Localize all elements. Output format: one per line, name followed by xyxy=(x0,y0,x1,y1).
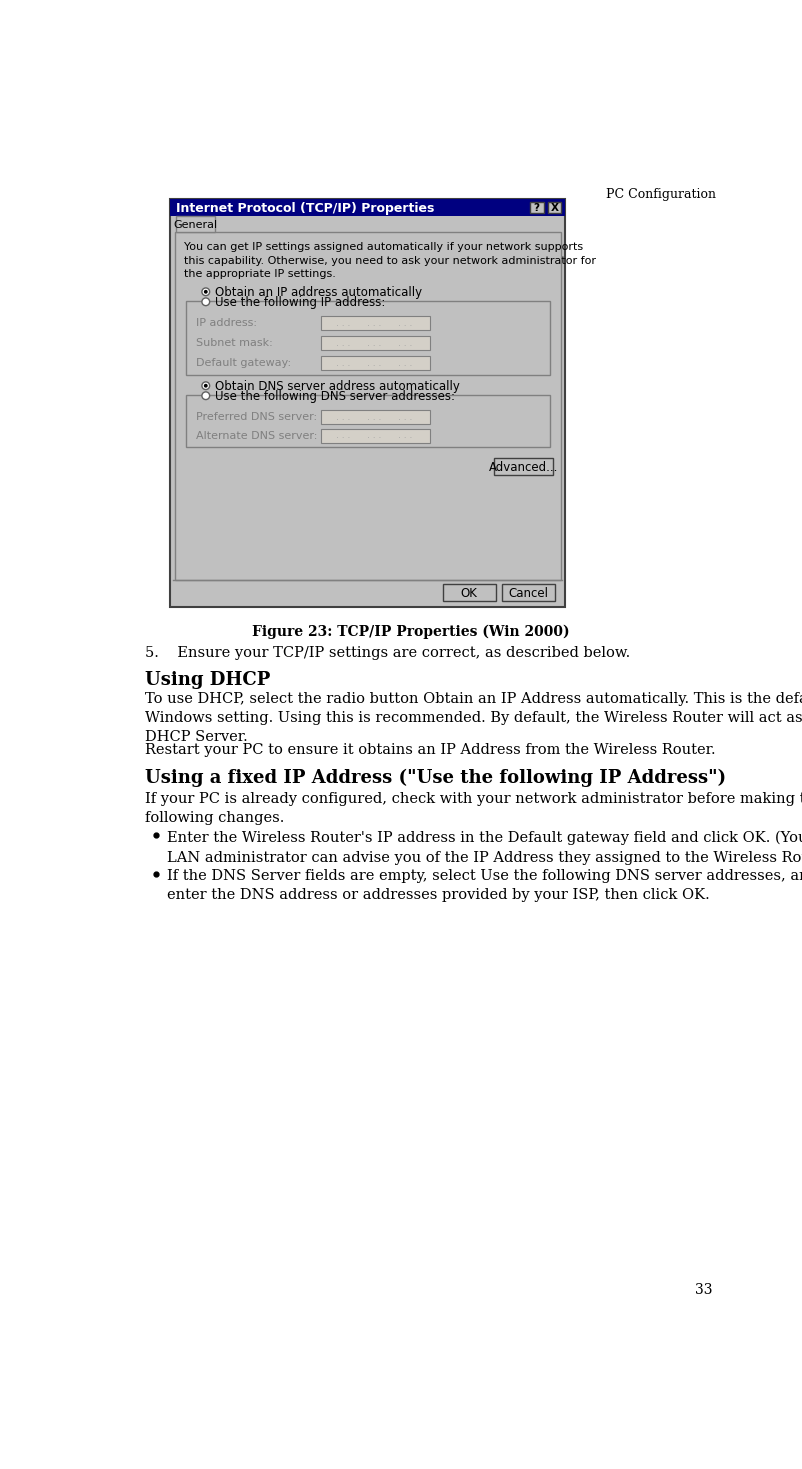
Circle shape xyxy=(204,289,208,294)
Text: 5.    Ensure your TCP/IP settings are correct, as described below.: 5. Ensure your TCP/IP settings are corre… xyxy=(145,646,630,660)
Text: Obtain an IP address automatically: Obtain an IP address automatically xyxy=(215,286,422,300)
Text: . . .: . . . xyxy=(397,413,411,422)
Text: . . .: . . . xyxy=(397,319,411,328)
Polygon shape xyxy=(529,201,543,213)
Text: Preferred DNS server:: Preferred DNS server: xyxy=(196,413,318,422)
Text: ?: ? xyxy=(533,203,539,213)
Text: Figure 23: TCP/IP Properties (Win 2000): Figure 23: TCP/IP Properties (Win 2000) xyxy=(252,624,569,639)
Polygon shape xyxy=(170,200,565,608)
Text: . . .: . . . xyxy=(397,358,411,367)
Text: If your PC is already configured, check with your network administrator before m: If your PC is already configured, check … xyxy=(145,792,802,826)
Polygon shape xyxy=(176,216,215,232)
Circle shape xyxy=(201,288,209,295)
Circle shape xyxy=(204,383,208,388)
Text: . . .: . . . xyxy=(335,413,350,422)
Text: Use the following DNS server addresses:: Use the following DNS server addresses: xyxy=(215,389,455,403)
Text: Enter the Wireless Router's IP address in the Default gateway field and click OK: Enter the Wireless Router's IP address i… xyxy=(167,831,802,865)
Text: . . .: . . . xyxy=(367,358,381,367)
Text: IP address:: IP address: xyxy=(196,319,257,329)
Text: PC Configuration: PC Configuration xyxy=(606,188,715,201)
Text: OK: OK xyxy=(460,588,477,601)
Text: Subnet mask:: Subnet mask: xyxy=(196,338,273,348)
Polygon shape xyxy=(443,585,495,601)
Text: . . .: . . . xyxy=(335,339,350,348)
Text: Use the following IP address:: Use the following IP address: xyxy=(215,297,385,308)
Text: . . .: . . . xyxy=(397,339,411,348)
Text: . . .: . . . xyxy=(335,432,350,441)
Polygon shape xyxy=(175,232,560,580)
Polygon shape xyxy=(321,410,429,425)
Text: General: General xyxy=(173,220,217,229)
Text: . . .: . . . xyxy=(335,319,350,328)
Polygon shape xyxy=(547,201,561,213)
Polygon shape xyxy=(170,200,565,216)
Text: To use DHCP, select the radio button Obtain an IP Address automatically. This is: To use DHCP, select the radio button Obt… xyxy=(145,692,802,745)
Text: . . .: . . . xyxy=(397,432,411,441)
Text: Restart your PC to ensure it obtains an IP Address from the Wireless Router.: Restart your PC to ensure it obtains an … xyxy=(145,743,715,757)
Text: 33: 33 xyxy=(695,1282,711,1297)
Circle shape xyxy=(201,382,209,389)
Text: Using a fixed IP Address ("Use the following IP Address"): Using a fixed IP Address ("Use the follo… xyxy=(145,770,726,787)
Text: . . .: . . . xyxy=(367,319,381,328)
Text: Obtain DNS server address automatically: Obtain DNS server address automatically xyxy=(215,380,460,394)
Text: . . .: . . . xyxy=(367,432,381,441)
Polygon shape xyxy=(321,429,429,442)
Text: If the DNS Server fields are empty, select Use the following DNS server addresse: If the DNS Server fields are empty, sele… xyxy=(167,870,802,902)
Polygon shape xyxy=(493,458,553,474)
Polygon shape xyxy=(321,316,429,331)
Polygon shape xyxy=(321,357,429,370)
Text: Default gateway:: Default gateway: xyxy=(196,358,291,369)
Text: Alternate DNS server:: Alternate DNS server: xyxy=(196,430,318,441)
Text: . . .: . . . xyxy=(367,413,381,422)
Text: You can get IP settings assigned automatically if your network supports
this cap: You can get IP settings assigned automat… xyxy=(184,242,595,279)
Text: Cancel: Cancel xyxy=(508,588,548,601)
Text: . . .: . . . xyxy=(335,358,350,367)
Polygon shape xyxy=(321,336,429,350)
Text: X: X xyxy=(550,203,558,213)
Text: . . .: . . . xyxy=(367,339,381,348)
Text: Using DHCP: Using DHCP xyxy=(145,671,270,689)
Circle shape xyxy=(201,392,209,400)
Text: Internet Protocol (TCP/IP) Properties: Internet Protocol (TCP/IP) Properties xyxy=(176,203,434,214)
Polygon shape xyxy=(501,585,554,601)
Text: Advanced...: Advanced... xyxy=(488,461,557,474)
Circle shape xyxy=(201,298,209,306)
